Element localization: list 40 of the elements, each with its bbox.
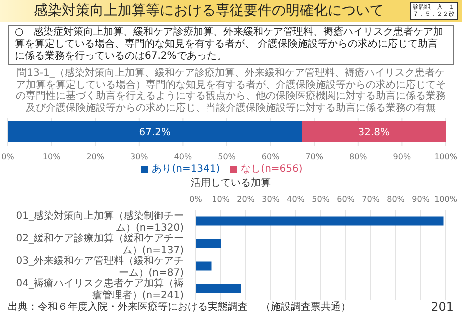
x-tick-label: 10% [212, 195, 230, 204]
data-label: 67.2% [139, 127, 172, 138]
x-tick-label: 50% [312, 195, 330, 204]
x-tick-label: 60% [262, 152, 280, 162]
y-tick-label: 04_褥瘡ハイリスク患者ケア加算（褥瘡管理者）(n=241) [16, 277, 184, 302]
bar [196, 216, 444, 226]
data-label: 32.8% [358, 127, 390, 138]
x-tick-label: 20% [237, 195, 256, 204]
x-tick-label: 100% [434, 195, 458, 204]
x-tick-label: 10% [42, 152, 62, 162]
x-tick-label: 90% [393, 152, 412, 162]
y-tick-label: 02_緩和ケア診療加算（緩和ケアチーム）(n=137) [16, 232, 184, 256]
x-tick-label: 50% [218, 152, 236, 162]
x-tick-label: 20% [86, 152, 105, 162]
x-tick-label: 0% [190, 195, 203, 204]
x-tick-label: 40% [287, 195, 306, 204]
x-tick-label: 100% [434, 152, 458, 162]
x-tick-label: 80% [387, 195, 406, 204]
x-tick-label: 30% [262, 195, 280, 204]
legend-label: なし(n=656) [241, 164, 303, 175]
x-tick-label: 30% [130, 152, 149, 162]
annotation: 201 [431, 300, 454, 314]
x-tick-label: 90% [412, 195, 430, 204]
legend-label: あり(n=1341) [152, 164, 220, 175]
chart-title: 感染対策向上加算等における専従要件の明確化について [33, 2, 385, 20]
x-tick-label: 40% [174, 152, 192, 162]
chart-title: 活用している加算 [190, 176, 272, 190]
text: ○ 感染症対策向上加算、緩和ケア診療加算、外来緩和ケア管理料、褥瘡ハイリスク患者ケア加算を算定している場合、専門的な知見を有する者が、 介護保険施設等からの求めに応じて助言に係る業務を行っているのは67.2%であった。 [8, 25, 454, 65]
source-note: 出典：令和６年度入院・外来医療等における実態調査 （施設調査票共通） [8, 300, 352, 314]
y-tick-label: 03_外来緩和ケア管理料（緩和ケアチーム）(n=87) [16, 254, 184, 279]
x-tick-label: 80% [350, 152, 368, 162]
x-tick-label: 0% [2, 152, 15, 162]
x-tick-label: 70% [306, 152, 324, 162]
bar [196, 284, 241, 294]
bar [196, 239, 222, 248]
chart-subtitle: 問13-1_（感染対策向上加算、緩和ケア診療加算、外来緩和ケア管理料、褥瘡ハイリスク患者ケア加算を算定している場合）専門的な知見を有する者が、介護保険施設等からの求めに応じてその専門性に基づく助言を行えるようにする観点から、他の保険医療機関に対する助言に係る業務及び介護保険施設等からの求めに応じ、当該介護保険施設等に対する助言に係る業務の有無 [15, 68, 447, 114]
bar [196, 262, 212, 271]
x-tick-label: 70% [362, 195, 380, 204]
y-tick-label: 01_感染対策向上加算（感染制御チーム）(n=1320) [16, 210, 184, 234]
x-tick-label: 60% [337, 195, 356, 204]
